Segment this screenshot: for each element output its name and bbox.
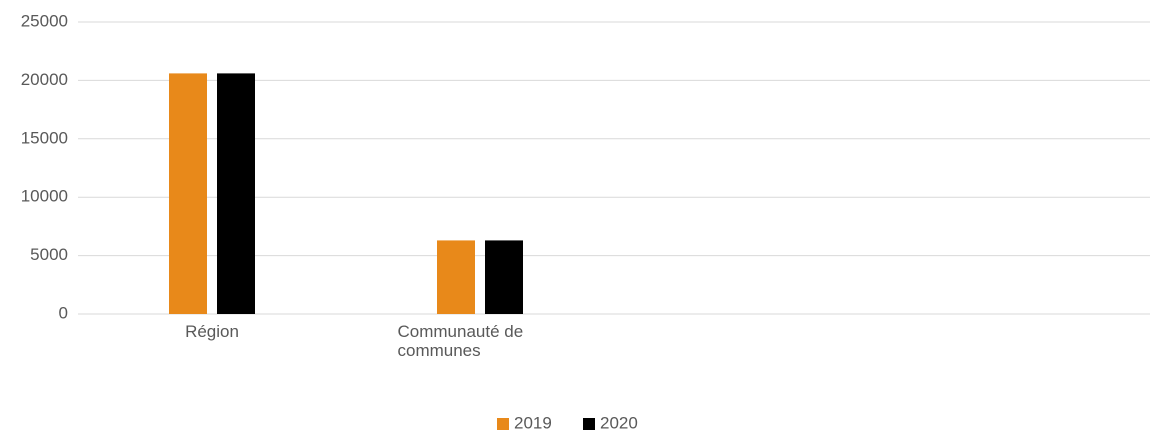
- bar: [485, 240, 523, 314]
- x-tick-label: Communauté de communes: [397, 322, 524, 360]
- y-tick-label: 0: [59, 303, 68, 322]
- y-tick-label: 15000: [21, 128, 68, 147]
- legend-swatch: [497, 418, 509, 430]
- bar: [169, 73, 207, 314]
- x-tick-label: Région: [185, 322, 239, 341]
- legend-label: 2019: [514, 413, 552, 432]
- y-tick-label: 10000: [21, 187, 68, 206]
- y-tick-label: 20000: [21, 70, 68, 89]
- legend-label: 2020: [600, 413, 638, 432]
- bar: [437, 240, 475, 314]
- y-tick-label: 5000: [30, 245, 68, 264]
- bar: [217, 73, 255, 314]
- legend-swatch: [583, 418, 595, 430]
- y-tick-label: 25000: [21, 11, 68, 30]
